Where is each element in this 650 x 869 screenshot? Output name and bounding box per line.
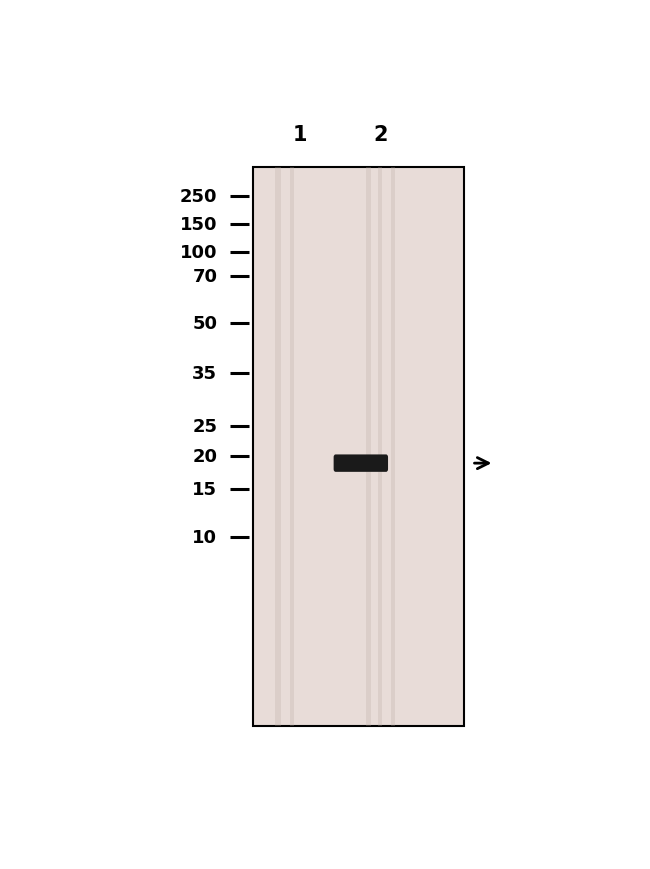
Text: 250: 250 (180, 188, 217, 206)
Bar (391, 168, 395, 726)
Text: 2: 2 (374, 124, 388, 144)
Text: 150: 150 (180, 216, 217, 234)
Bar (291, 168, 294, 726)
Text: 15: 15 (192, 480, 217, 498)
Bar (366, 168, 371, 726)
Text: 1: 1 (293, 124, 307, 144)
Text: 70: 70 (192, 268, 217, 286)
Bar (252, 168, 464, 726)
Bar (275, 168, 281, 726)
Text: 25: 25 (192, 418, 217, 435)
Text: 10: 10 (192, 528, 217, 547)
Text: 50: 50 (192, 315, 217, 333)
Text: 100: 100 (180, 244, 217, 262)
Text: 20: 20 (192, 448, 217, 466)
Text: 35: 35 (192, 365, 217, 383)
Bar (378, 168, 382, 726)
FancyBboxPatch shape (333, 454, 388, 472)
